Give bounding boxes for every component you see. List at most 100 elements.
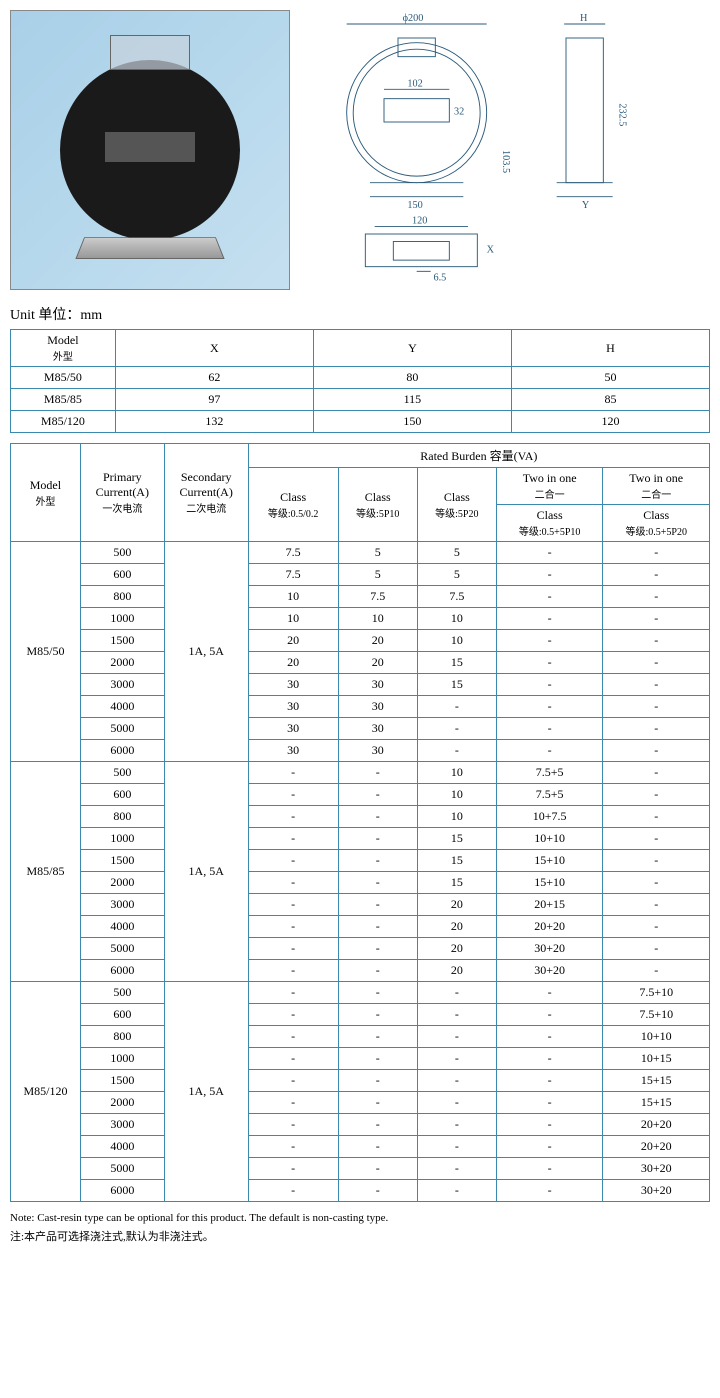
dim-Y: Y (582, 200, 590, 211)
table-cell: 20 (417, 938, 496, 960)
table-cell: 500 (80, 542, 164, 564)
table-cell: 600 (80, 564, 164, 586)
table-cell: 1500 (80, 630, 164, 652)
table-cell: - (603, 828, 710, 850)
table-cell: - (417, 1048, 496, 1070)
table-cell: - (248, 1026, 338, 1048)
t2-hdr-two-b: Two in one 二合一 (603, 468, 710, 505)
table-cell: - (496, 1070, 603, 1092)
table-row: 1000----10+15 (11, 1048, 710, 1070)
note-en: Note: Cast-resin type can be optional fo… (10, 1212, 710, 1224)
secondary-cell: 1A, 5A (164, 762, 248, 982)
dim-H: H (580, 13, 588, 24)
table-row: 6007.555-- (11, 564, 710, 586)
dim-102: 102 (407, 79, 422, 90)
product-photo (10, 10, 290, 290)
table-cell: 800 (80, 1026, 164, 1048)
table-cell: 20+20 (603, 1136, 710, 1158)
table-cell: 5 (417, 564, 496, 586)
table-cell: - (338, 1158, 417, 1180)
table-cell: 30 (338, 718, 417, 740)
table-cell: 7.5+5 (496, 784, 603, 806)
table-cell: 30 (338, 674, 417, 696)
table-cell: 6000 (80, 960, 164, 982)
table-cell: - (603, 872, 710, 894)
t2-hdr-secondary: Secondary Current(A) 二次电流 (164, 444, 248, 542)
table-cell: - (496, 542, 603, 564)
table-row: 600--107.5+5- (11, 784, 710, 806)
table-cell: 7.5+10 (603, 1004, 710, 1026)
table-cell: - (248, 982, 338, 1004)
table-cell: 3000 (80, 674, 164, 696)
table-row: 1000101010-- (11, 608, 710, 630)
table-cell: - (248, 1092, 338, 1114)
table-cell: - (338, 1070, 417, 1092)
table-cell: 5 (338, 542, 417, 564)
table-cell: - (603, 960, 710, 982)
table-cell: 20+20 (603, 1114, 710, 1136)
table-cell: 10+10 (496, 828, 603, 850)
t2-hdr-class2: Class 等级:5P10 (338, 468, 417, 542)
model-cell: M85/120 (11, 982, 81, 1202)
table-cell: - (496, 674, 603, 696)
table-cell: - (417, 1092, 496, 1114)
table-cell: M85/50 (11, 367, 116, 389)
table-cell: 500 (80, 982, 164, 1004)
table-cell: - (603, 586, 710, 608)
table-row: 1500----15+15 (11, 1070, 710, 1092)
ct-body-shape (60, 60, 240, 240)
table-row: M85/120132150120 (11, 411, 710, 433)
note-cn: 注:本产品可选择浇注式,默认为非浇注式。 (10, 1228, 710, 1244)
table-cell: 85 (511, 389, 709, 411)
table-cell: 20 (417, 894, 496, 916)
table-cell: 5000 (80, 938, 164, 960)
table-cell: - (603, 784, 710, 806)
table-cell: 15 (417, 652, 496, 674)
table-cell: - (603, 894, 710, 916)
table-cell: - (603, 938, 710, 960)
table-cell: 15+15 (603, 1092, 710, 1114)
table-cell: 115 (313, 389, 511, 411)
table-cell: - (338, 1092, 417, 1114)
table-cell: 15 (417, 828, 496, 850)
table-cell: 7.5+10 (603, 982, 710, 1004)
table-cell: - (603, 630, 710, 652)
table-cell: 1000 (80, 1048, 164, 1070)
table-cell: - (417, 1114, 496, 1136)
table-cell: 80 (313, 367, 511, 389)
burden-table: Model 外型 Primary Current(A) 一次电流 Seconda… (10, 443, 710, 1202)
dimensions-table: Model 外型 X Y H M85/50628050M85/859711585… (10, 329, 710, 433)
t2-hdr-class1: Class 等级:0.5/0.2 (248, 468, 338, 542)
table-cell: - (248, 828, 338, 850)
table-cell: 20 (417, 960, 496, 982)
table-row: 6000----30+20 (11, 1180, 710, 1202)
table-row: M85/855001A, 5A--107.5+5- (11, 762, 710, 784)
table-row: 50003030--- (11, 718, 710, 740)
secondary-cell: 1A, 5A (164, 982, 248, 1202)
table-row: M85/859711585 (11, 389, 710, 411)
table-cell: - (496, 982, 603, 1004)
table-cell: 500 (80, 762, 164, 784)
table-row: 5000--2030+20- (11, 938, 710, 960)
table-cell: 15+10 (496, 872, 603, 894)
table-cell: - (496, 696, 603, 718)
table-cell: - (496, 652, 603, 674)
table-row: 1500202010-- (11, 630, 710, 652)
dim-6-5: 6.5 (433, 273, 446, 284)
table-cell: - (417, 1136, 496, 1158)
table-cell: 3000 (80, 1114, 164, 1136)
table-cell: 30 (338, 696, 417, 718)
t2-hdr-model: Model 外型 (11, 444, 81, 542)
table-cell: - (603, 608, 710, 630)
table-cell: 7.5 (248, 564, 338, 586)
table-cell: - (417, 1070, 496, 1092)
table-cell: - (603, 674, 710, 696)
table-cell: 7.5 (417, 586, 496, 608)
table-cell: 800 (80, 586, 164, 608)
table-cell: 20 (248, 630, 338, 652)
table-row: M85/1205001A, 5A----7.5+10 (11, 982, 710, 1004)
table-row: 2000----15+15 (11, 1092, 710, 1114)
table-cell: 30+20 (496, 938, 603, 960)
table-row: M85/505001A, 5A7.555-- (11, 542, 710, 564)
table-cell: - (417, 1180, 496, 1202)
